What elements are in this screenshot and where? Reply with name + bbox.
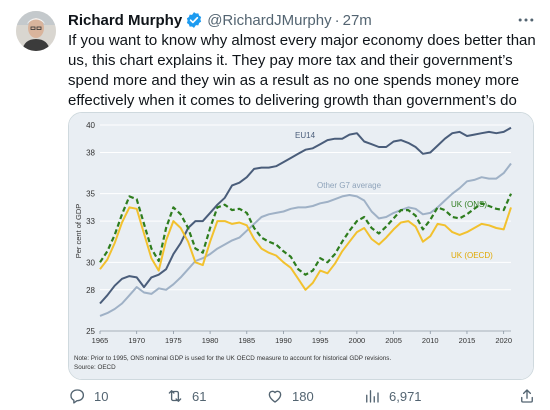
x-tick-label: 1965 (92, 336, 109, 345)
verified-badge-icon (185, 11, 203, 29)
more-options-icon[interactable] (516, 10, 536, 31)
like-button[interactable]: 180 (266, 387, 314, 405)
x-tick-label: 2000 (349, 336, 366, 345)
y-tick-label: 35 (86, 190, 95, 199)
avatar[interactable] (16, 11, 56, 51)
y-tick-label: 28 (86, 286, 95, 295)
retweet-icon (168, 390, 182, 402)
x-tick-label: 1995 (312, 336, 329, 345)
x-tick-label: 1990 (275, 336, 292, 345)
tweet-timestamp[interactable]: 27m (342, 11, 372, 29)
tweet-header: Richard Murphy @RichardJMurphy · 27m (68, 10, 536, 30)
chart-source: Source: OECD (74, 364, 116, 371)
reply-button[interactable]: 10 (68, 387, 108, 405)
x-tick-label: 1970 (128, 336, 145, 345)
series-line-uk-ons (99, 193, 513, 276)
views-count: 6,971 (389, 388, 422, 404)
x-tick-label: 2005 (385, 336, 402, 345)
y-tick-label: 40 (86, 121, 95, 130)
tweet-actions: 10 61 180 6,971 (68, 384, 538, 408)
y-tick-label: 33 (86, 217, 95, 226)
share-button[interactable] (518, 387, 544, 405)
x-tick-label: 1975 (165, 336, 182, 345)
tweet-text: If you want to know why almost every maj… (68, 32, 536, 109)
x-tick-label: 2015 (459, 336, 476, 345)
author-name[interactable]: Richard Murphy (68, 11, 183, 29)
y-tick-labels: 25 28 30 33 35 38 40 (86, 121, 95, 336)
series-label-uk-oecd: UK (OECD) (451, 251, 493, 260)
views-button[interactable]: 6,971 (363, 387, 422, 405)
y-tick-label: 38 (86, 148, 95, 157)
heart-icon (268, 390, 282, 403)
reply-count: 10 (94, 388, 109, 404)
series-line-uk-oecd (99, 206, 512, 291)
x-tick-labels: 1965 1970 1975 1980 1985 1990 1995 2000 2005 2010… (92, 331, 512, 345)
series-label-eu14: EU14 (295, 131, 316, 140)
x-tick-label: 2010 (422, 336, 439, 345)
retweet-button[interactable]: 61 (166, 387, 206, 405)
y-tick-label: 30 (86, 258, 95, 267)
views-icon (366, 390, 379, 403)
series-line-eu14 (99, 126, 512, 305)
chart-image[interactable]: 25 28 30 33 35 38 40 1965 1970 1975 1980 1985 1990 1… (68, 112, 534, 380)
reply-icon (70, 389, 85, 404)
like-count: 180 (292, 388, 314, 404)
series-label-other-g7: Other G7 average (317, 181, 382, 190)
author-handle[interactable]: @RichardJMurphy (207, 11, 332, 29)
series-label-uk-ons: UK (ONS) (451, 200, 487, 209)
chart-background (69, 113, 533, 379)
x-tick-label: 1980 (202, 336, 219, 345)
chart-note: Note: Prior to 1995, ONS nominal GDP is … (74, 355, 391, 362)
retweet-count: 61 (192, 388, 207, 404)
y-axis-label: Per cent of GDP (74, 204, 83, 259)
series-line-other-g7 (99, 162, 512, 317)
chart-series (99, 126, 513, 317)
x-tick-label: 1985 (238, 336, 255, 345)
share-icon (521, 389, 533, 403)
separator-dot: · (334, 11, 340, 29)
x-tick-label: 2020 (495, 336, 512, 345)
y-tick-label: 25 (86, 327, 95, 336)
